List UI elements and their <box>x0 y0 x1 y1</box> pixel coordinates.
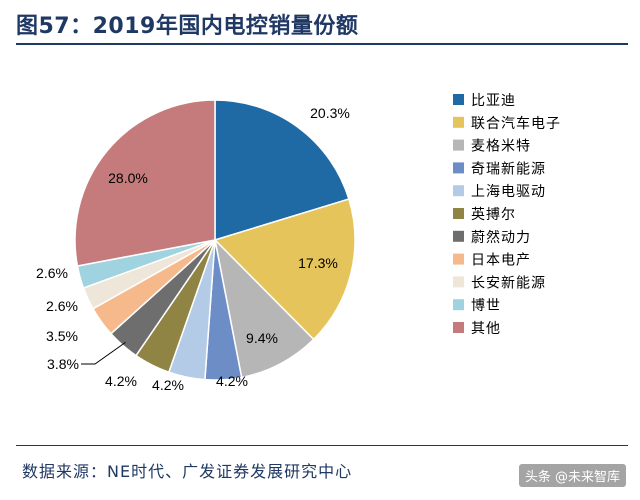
watermark: 头条 @未来智库 <box>518 464 626 487</box>
data-label: 4.2% <box>216 373 248 389</box>
legend-swatch <box>453 116 464 128</box>
legend-swatch <box>453 230 464 242</box>
data-label: 20.3% <box>310 105 350 121</box>
data-label: 4.2% <box>152 377 184 393</box>
data-label: 9.4% <box>246 330 278 346</box>
data-label: 3.5% <box>46 328 78 344</box>
legend-entry: 博世 <box>471 297 501 314</box>
legend-entry: 其他 <box>471 321 501 337</box>
legend-entry: 联合汽车电子 <box>471 115 561 132</box>
data-labels: 20.3% 17.3% 9.4% 4.2% 4.2% 4.2% 3.8% 3.5% 2.6% 2.… <box>36 105 350 393</box>
legend-entry: 英搏尔 <box>471 206 516 223</box>
data-label: 4.2% <box>105 373 137 389</box>
pie-slice <box>214 99 350 242</box>
legend-swatch <box>453 162 464 174</box>
footer-divider <box>16 445 628 446</box>
legend-swatch <box>453 94 464 105</box>
legend-swatch <box>453 208 464 219</box>
data-label: 17.3% <box>298 255 338 271</box>
legend-swatch <box>453 299 464 311</box>
data-label: 3.8% <box>47 356 79 372</box>
legend-entry: 蔚然动力 <box>471 229 531 246</box>
pie-slice <box>213 198 356 341</box>
data-label: 2.6% <box>36 265 68 281</box>
legend-swatch <box>453 139 464 151</box>
source-note: 数据来源：NE时代、广发证券发展研究中心 <box>22 462 353 481</box>
legend: 比亚迪联合汽车电子麦格米特奇瑞新能源上海电驱动英搏尔蔚然动力日本电产长安新能源博… <box>453 93 561 337</box>
pie-slice <box>74 99 216 267</box>
legend-entry: 日本电产 <box>471 253 531 269</box>
chart-title: 图57：2019年国内电控销量份额 <box>16 14 359 39</box>
pie-slice <box>213 237 315 379</box>
legend-swatch <box>453 185 464 197</box>
legend-swatch <box>453 322 464 333</box>
legend-entry: 长安新能源 <box>471 275 546 291</box>
legend-entry: 比亚迪 <box>471 93 516 109</box>
leader-line <box>81 341 126 365</box>
data-label: 28.0% <box>108 170 148 186</box>
legend-swatch <box>453 253 464 265</box>
data-label: 2.6% <box>46 298 78 314</box>
legend-entry: 麦格米特 <box>471 139 531 155</box>
title-divider <box>16 43 628 45</box>
legend-swatch <box>453 276 464 288</box>
legend-entry: 奇瑞新能源 <box>471 160 546 177</box>
legend-entry: 上海电驱动 <box>471 184 546 200</box>
pie-slices <box>74 99 356 381</box>
